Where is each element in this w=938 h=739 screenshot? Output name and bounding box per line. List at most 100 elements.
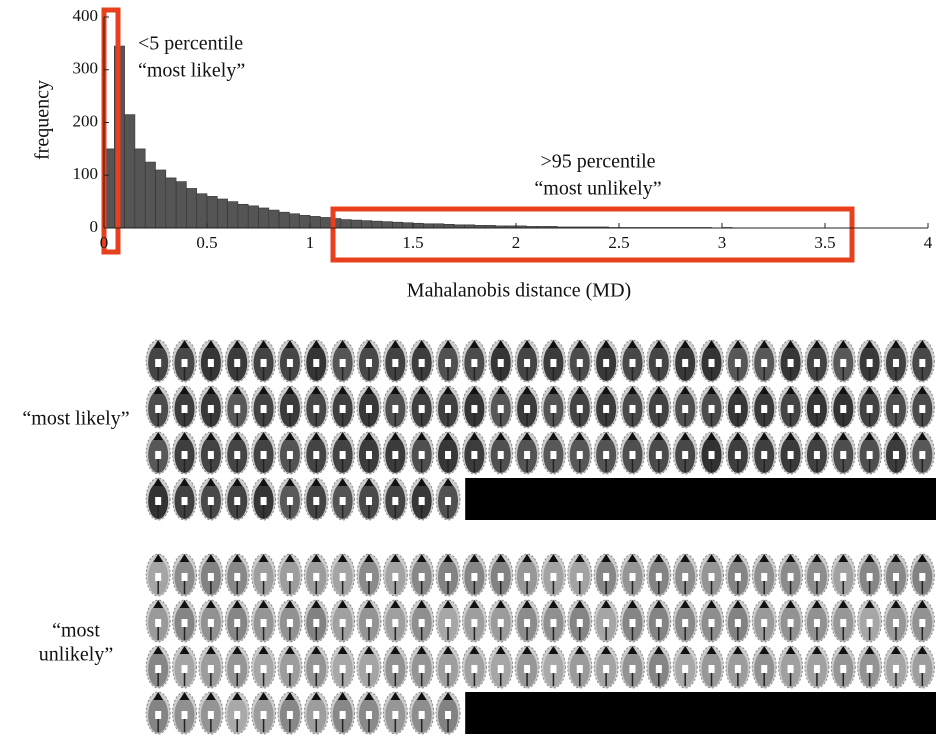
icon <box>567 431 593 475</box>
icon <box>540 553 566 597</box>
mask <box>465 692 936 734</box>
bar <box>340 219 352 229</box>
icon-spot <box>603 619 610 627</box>
icon <box>251 385 277 429</box>
icon-spot <box>286 451 293 459</box>
icon-spot <box>919 619 926 627</box>
icon <box>909 645 935 689</box>
icon-spot <box>866 405 873 413</box>
bar <box>217 198 228 229</box>
icon-head <box>785 386 796 394</box>
bar <box>361 220 373 229</box>
icon-head <box>443 478 454 486</box>
icon-head <box>232 554 243 562</box>
icon-head <box>205 340 216 348</box>
icon-spot <box>392 573 399 581</box>
icon-spot <box>471 619 478 627</box>
icon-head <box>890 646 901 654</box>
icon-spot <box>392 665 399 673</box>
icon-head <box>416 692 427 700</box>
icon-spot <box>365 405 372 413</box>
icon <box>646 553 672 597</box>
icon <box>883 339 909 383</box>
icon-head <box>179 600 190 608</box>
icon-head <box>363 478 374 486</box>
icon-spot <box>181 711 188 719</box>
icon-spot <box>392 619 399 627</box>
bar <box>186 188 197 229</box>
icon <box>435 477 461 521</box>
bar <box>433 223 445 229</box>
icon-spot <box>181 619 188 627</box>
icon-head <box>179 692 190 700</box>
icon <box>435 385 461 429</box>
icon <box>145 385 171 429</box>
bar <box>422 223 434 229</box>
icon-spot <box>840 573 847 581</box>
bar <box>381 221 393 229</box>
icon-head <box>811 600 822 608</box>
icon-spot <box>866 665 873 673</box>
icon-head <box>864 386 875 394</box>
icon <box>330 645 356 689</box>
icon-spot <box>392 497 399 505</box>
icon-head <box>706 554 717 562</box>
icon-spot <box>787 359 794 367</box>
icon <box>672 553 698 597</box>
icon-spot <box>365 711 372 719</box>
icon-head <box>390 646 401 654</box>
panel-label: “most likely” <box>22 408 129 430</box>
annotation: <5 percentile <box>138 33 243 55</box>
icon <box>356 599 382 643</box>
icon-head <box>627 386 638 394</box>
icon-spot <box>418 711 425 719</box>
icon <box>303 339 329 383</box>
icon-head <box>890 386 901 394</box>
bar <box>289 213 300 229</box>
icon-head <box>838 386 849 394</box>
icon-spot <box>392 359 399 367</box>
icon-head <box>363 600 374 608</box>
icon-spot <box>418 497 425 505</box>
icon-spot <box>286 619 293 627</box>
icon-head <box>653 600 664 608</box>
icon-head <box>284 432 295 440</box>
icon-spot <box>497 451 504 459</box>
icon <box>303 431 329 475</box>
icon-spot <box>181 359 188 367</box>
icon <box>514 385 540 429</box>
icon-head <box>469 600 480 608</box>
icon <box>857 553 883 597</box>
icon-head <box>284 646 295 654</box>
icon <box>435 431 461 475</box>
icon-spot <box>471 573 478 581</box>
bar <box>268 209 280 229</box>
icon-spot <box>708 619 715 627</box>
icon-head <box>706 386 717 394</box>
icon-head <box>337 432 348 440</box>
icon <box>356 385 382 429</box>
icon-head <box>495 340 506 348</box>
icon-head <box>390 432 401 440</box>
icon-head <box>232 340 243 348</box>
icon <box>751 385 777 429</box>
icon-head <box>363 432 374 440</box>
icon <box>883 431 909 475</box>
icon-head <box>917 432 928 440</box>
icon <box>409 691 435 735</box>
icon-head <box>785 646 796 654</box>
icon-head <box>680 432 691 440</box>
icon-head <box>627 340 638 348</box>
icon <box>514 599 540 643</box>
icon-head <box>574 554 585 562</box>
icon-head <box>811 340 822 348</box>
icon <box>751 339 777 383</box>
icon-spot <box>339 497 346 505</box>
icon-spot <box>207 619 214 627</box>
icon <box>277 339 303 383</box>
icon-head <box>416 340 427 348</box>
icon-spot <box>260 359 267 367</box>
icon <box>593 553 619 597</box>
icon-spot <box>603 405 610 413</box>
icon-spot <box>629 573 636 581</box>
